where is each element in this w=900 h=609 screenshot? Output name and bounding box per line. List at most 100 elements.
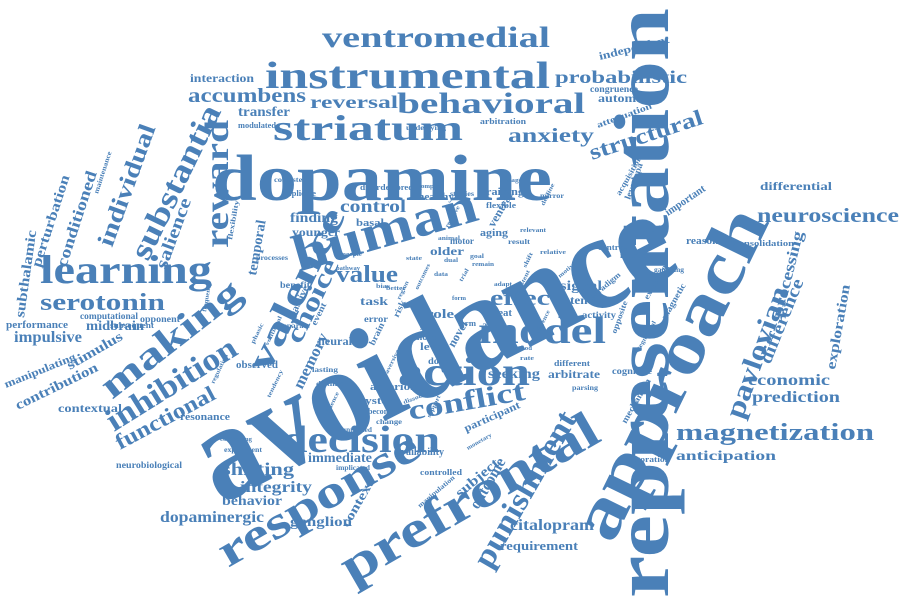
word-mirror: mirror — [540, 192, 564, 200]
word-computational: computational — [80, 311, 139, 321]
word-error: error — [364, 314, 388, 324]
word-temporal: temporal — [245, 219, 270, 277]
word-citalopram: citalopram — [510, 517, 595, 534]
word-predict: predict — [396, 183, 422, 192]
word-accumbens: accumbens — [188, 85, 306, 107]
word-level: level — [420, 341, 446, 353]
word-economic: economic — [748, 372, 830, 389]
word-behavioral: behavioral — [397, 87, 585, 120]
word-lasting: lasting — [312, 366, 339, 374]
word-studies: studies — [450, 190, 474, 198]
word-magnetization: magnetization — [676, 420, 874, 446]
word-different: different — [554, 359, 590, 368]
word-automatic: automatic — [598, 91, 659, 105]
word-dual: dual — [444, 258, 458, 264]
word-data: data — [434, 272, 448, 278]
word-representation: representation — [598, 8, 685, 598]
word-remain: remain — [472, 262, 495, 268]
word-basal: basal — [356, 217, 384, 229]
word-relevant: relevant — [520, 228, 546, 234]
word-ventromedial: ventromedial — [322, 21, 550, 54]
word-monetary: monetary — [466, 433, 493, 452]
word-signal: signal — [560, 279, 602, 294]
word-form: form — [452, 296, 466, 302]
word-anticipation: anticipation — [676, 449, 776, 464]
word-rate: rate — [520, 356, 534, 362]
word-frequency: frequency — [202, 282, 213, 313]
word-finding: finding — [290, 211, 338, 226]
word-subthalamic: subthalamic — [13, 229, 40, 318]
word-pathway: pathway — [336, 266, 360, 272]
word-activity: activity — [582, 310, 617, 320]
word-subsequent: subsequent — [110, 321, 154, 330]
word-interaction: interaction — [190, 71, 254, 85]
word-model: model — [478, 310, 606, 352]
word-anxiety: anxiety — [508, 125, 594, 147]
word-people: people — [342, 252, 362, 258]
word-controlling: controlling — [220, 437, 252, 443]
word-training: training — [482, 186, 525, 198]
word-neural: neural — [318, 334, 353, 348]
word-inaction: inaction — [620, 251, 653, 260]
word-ganglion: ganglion — [290, 515, 352, 530]
word-consolidation: consolidation — [734, 239, 795, 248]
word-become: become — [368, 407, 394, 416]
word-younger: younger — [292, 225, 341, 239]
word-decision: decision — [282, 419, 440, 461]
word-dopaminergic: dopaminergic — [160, 509, 264, 526]
word-dopa: dopa — [428, 356, 451, 366]
word-probabilistic: probabilistic — [555, 67, 687, 87]
word-threat: threat — [484, 308, 513, 319]
word-reasoning: reasoning — [686, 235, 735, 247]
word-seeking: seeking — [488, 367, 540, 382]
word-contextual: contextual — [58, 401, 123, 415]
word-method: method — [510, 346, 533, 352]
word-learning: learning — [40, 247, 212, 292]
word-consistent: consistent — [274, 176, 311, 184]
word-task: task — [360, 294, 388, 308]
word-result: result — [508, 238, 531, 246]
word-adult: adult — [482, 320, 506, 330]
word-processes: processes — [256, 254, 288, 262]
word-reward: reward — [199, 120, 236, 248]
word-transfer: transfer — [238, 105, 290, 120]
word-experiment: experiment — [224, 446, 263, 454]
word-healthy: healthy — [418, 192, 454, 203]
word-requirement: requirement — [500, 538, 579, 553]
word-exploration: exploration — [824, 283, 854, 371]
word-differential: differential — [760, 179, 833, 193]
word-flexible: flexible — [486, 201, 517, 210]
word-integrity: integrity — [240, 479, 312, 496]
word-modulated: modulated — [238, 121, 277, 130]
word-anterior: anterior — [370, 381, 416, 393]
word-disorder: disorder — [360, 183, 395, 192]
word-complex: complex — [418, 184, 442, 190]
word-arbitration: arbitration — [480, 117, 527, 126]
word-state: state — [406, 256, 422, 262]
word-engage: engage — [500, 178, 522, 184]
word-implicate: implicate — [282, 189, 316, 198]
word-change: change — [376, 418, 402, 426]
word-gambling: gambling — [654, 266, 685, 274]
word-shifting: shifting — [222, 459, 294, 479]
word-unrelated: unrelated — [342, 426, 372, 434]
word-observed: observed — [236, 360, 278, 371]
word-opponent: opponent — [140, 314, 180, 324]
word-cognitive: cognitive — [612, 366, 652, 376]
word-midbrain: midbrain — [86, 319, 144, 334]
word-effect: effect — [490, 285, 561, 310]
word-congruence: congruence — [590, 84, 638, 94]
word-arbitrate: arbitrate — [548, 367, 601, 381]
word-value: value — [336, 262, 398, 288]
word-impulsive: impulsive — [14, 329, 82, 346]
word-aging: aging — [480, 228, 508, 239]
word-performance: performance — [6, 319, 68, 331]
word-availability: availability — [396, 447, 444, 458]
word-implicated: implicated — [336, 464, 370, 472]
word-distinct: distinct — [316, 380, 345, 388]
word-potential: potential — [556, 293, 607, 307]
word-term: term — [458, 319, 476, 328]
word-immediate: immediate — [308, 451, 372, 466]
word-dopamine: dopamine — [212, 142, 552, 215]
word-adapt: adapt — [494, 282, 512, 288]
